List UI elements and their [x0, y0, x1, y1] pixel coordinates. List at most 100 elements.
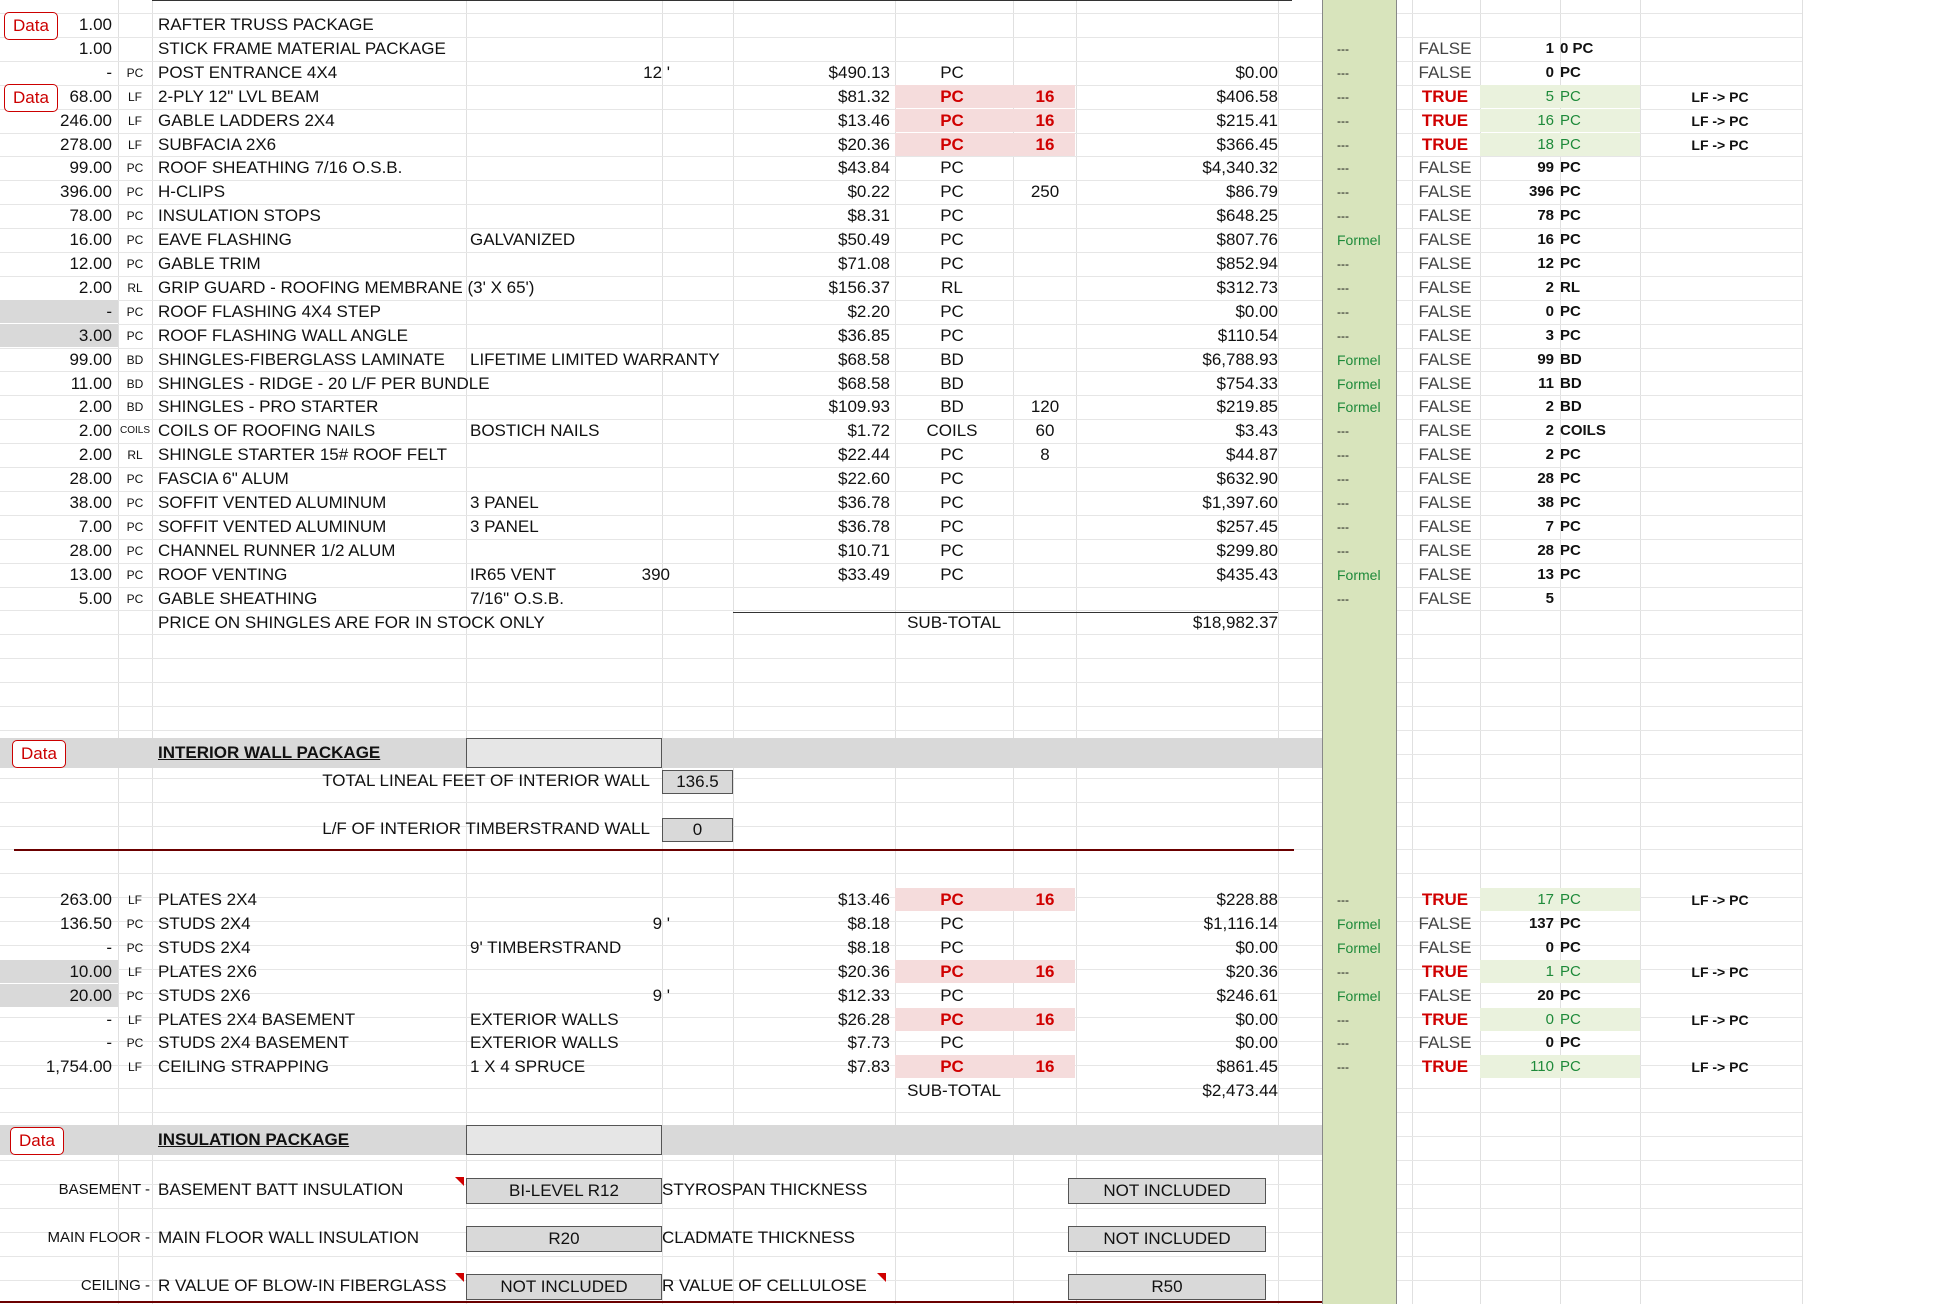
desc-cell[interactable]: SUBFACIA 2X6 — [158, 135, 277, 154]
qty-cell[interactable]: 99.00 — [69, 350, 112, 369]
note-cell: 1 X 4 SPRUCE — [470, 1057, 586, 1076]
desc-cell[interactable]: ROOF SHEATHING 7/16 O.S.B. — [158, 158, 403, 177]
unit-cell: LF — [127, 1013, 142, 1027]
flag-cell: --- — [1337, 472, 1349, 486]
data-button[interactable]: Data — [4, 12, 58, 40]
qty-cell[interactable]: 2.00 — [78, 397, 112, 416]
desc-cell[interactable]: RAFTER TRUSS PACKAGE — [158, 15, 374, 34]
cnt-cell: 2 — [1545, 422, 1554, 439]
timberstrand-value[interactable]: 0 — [662, 818, 733, 842]
desc-cell[interactable]: SHINGLES-FIBERGLASS LAMINATE — [158, 350, 445, 369]
desc-cell[interactable]: STUDS 2X4 BASEMENT — [158, 1033, 349, 1052]
data-button[interactable]: Data — [10, 1127, 64, 1155]
price-cell: $36.78 — [838, 517, 890, 536]
insulation-desc: BASEMENT BATT INSULATION — [158, 1180, 404, 1199]
qty-cell[interactable]: 7.00 — [78, 517, 112, 536]
qty-cell[interactable]: 68.00 — [69, 87, 112, 106]
qty-cell[interactable]: - — [106, 938, 112, 957]
qty-cell[interactable]: 11.00 — [70, 374, 112, 393]
qty-cell[interactable]: 20.00 — [69, 986, 112, 1005]
qty-cell[interactable]: 28.00 — [69, 469, 112, 488]
qty-cell[interactable]: 1.00 — [78, 15, 112, 34]
desc-cell[interactable]: PLATES 2X6 — [158, 962, 257, 981]
desc-cell[interactable]: STUDS 2X4 — [158, 938, 251, 957]
total-lf-value[interactable]: 136.5 — [662, 770, 733, 794]
uom-cell: BD — [940, 374, 964, 393]
qty-cell[interactable]: - — [106, 302, 112, 321]
qty-cell[interactable]: 136.50 — [60, 914, 112, 933]
desc-cell[interactable]: STUDS 2X4 — [158, 914, 251, 933]
qty-cell[interactable]: 99.00 — [69, 158, 112, 177]
desc-cell[interactable]: GABLE LADDERS 2X4 — [158, 111, 335, 130]
qty-cell[interactable]: 16.00 — [69, 230, 112, 249]
qty-cell[interactable]: 3.00 — [78, 326, 112, 345]
price-cell: $13.46 — [838, 890, 890, 909]
desc-cell[interactable]: SHINGLE STARTER 15# ROOF FELT — [158, 445, 448, 464]
insulation-value-select[interactable]: BI-LEVEL R12 — [466, 1178, 662, 1204]
data-button[interactable]: Data — [12, 740, 66, 768]
qty-cell[interactable]: 1.00 — [78, 39, 112, 58]
section-input-box[interactable] — [466, 738, 662, 768]
qty-cell[interactable]: 2.00 — [78, 445, 112, 464]
desc-cell[interactable]: PLATES 2X4 — [158, 890, 257, 909]
desc-cell[interactable]: EAVE FLASHING — [158, 230, 292, 249]
mult-cell: 16 — [1035, 962, 1055, 981]
desc-cell[interactable]: SOFFIT VENTED ALUMINUM — [158, 493, 387, 512]
desc-cell[interactable]: STICK FRAME MATERIAL PACKAGE — [158, 39, 446, 58]
qty-cell[interactable]: 10.00 — [69, 962, 112, 981]
uom-cell: PC — [940, 914, 964, 933]
desc-cell[interactable]: ROOF VENTING — [158, 565, 288, 584]
unit-cell: PC — [126, 472, 144, 486]
qty-cell[interactable]: 38.00 — [69, 493, 112, 512]
qty-cell[interactable]: - — [106, 1033, 112, 1052]
desc-cell[interactable]: INSULATION STOPS — [158, 206, 321, 225]
desc-cell[interactable]: POST ENTRANCE 4X4 — [158, 63, 338, 82]
desc-cell[interactable]: ROOF FLASHING 4X4 STEP — [158, 302, 381, 321]
section-input-box[interactable] — [466, 1125, 662, 1155]
insulation-value-select[interactable]: NOT INCLUDED — [466, 1274, 662, 1300]
qty-cell[interactable]: 2.00 — [78, 278, 112, 297]
desc-cell[interactable]: SHINGLES - RIDGE - 20 L/F PER BUNDLE — [158, 374, 490, 393]
desc-cell[interactable]: GABLE SHEATHING — [158, 589, 318, 608]
bool-cell: TRUE — [1421, 111, 1469, 130]
qty-cell[interactable]: 246.00 — [60, 111, 112, 130]
cnt-cell: 2 — [1545, 446, 1554, 463]
desc-cell[interactable]: GRIP GUARD - ROOFING MEMBRANE (3' X 65') — [158, 278, 535, 297]
desc-cell[interactable]: ROOF FLASHING WALL ANGLE — [158, 326, 409, 345]
desc-cell[interactable]: FASCIA 6" ALUM — [158, 469, 289, 488]
insulation-value-select[interactable]: R20 — [466, 1226, 662, 1252]
qty-cell[interactable]: 263.00 — [60, 890, 112, 909]
qty-cell[interactable]: 2.00 — [78, 421, 112, 440]
desc-cell[interactable]: SOFFIT VENTED ALUMINUM — [158, 517, 387, 536]
desc-cell[interactable]: CEILING STRAPPING — [158, 1057, 329, 1076]
qty-cell[interactable]: 278.00 — [60, 135, 112, 154]
qty-cell[interactable]: 5.00 — [78, 589, 112, 608]
cunit-cell: PC — [1560, 963, 1581, 980]
desc-cell[interactable]: STUDS 2X6 — [158, 986, 251, 1005]
qty-cell[interactable]: - — [106, 63, 112, 82]
unit-cell: BD — [126, 353, 144, 367]
desc-cell[interactable]: COILS OF ROOFING NAILS — [158, 421, 376, 440]
insulation-value2-select[interactable]: R50 — [1068, 1274, 1266, 1300]
insulation-value2-select[interactable]: NOT INCLUDED — [1068, 1226, 1266, 1252]
note-cell: 3 PANEL — [470, 517, 539, 536]
qty-cell[interactable]: 13.00 — [69, 565, 112, 584]
qty-cell[interactable]: 78.00 — [69, 206, 112, 225]
cunit-cell: PC — [1560, 136, 1581, 153]
qty-cell[interactable]: 396.00 — [60, 182, 112, 201]
desc-cell[interactable]: PLATES 2X4 BASEMENT — [158, 1010, 356, 1029]
desc-cell[interactable]: H-CLIPS — [158, 182, 226, 201]
qty-cell[interactable]: 12.00 — [69, 254, 112, 273]
data-button[interactable]: Data — [4, 84, 58, 112]
green-highlight — [1480, 888, 1640, 911]
qty-cell[interactable]: 28.00 — [69, 541, 112, 560]
desc-cell[interactable]: SHINGLES - PRO STARTER — [158, 397, 379, 416]
desc-cell[interactable]: GABLE TRIM — [158, 254, 261, 273]
insulation-value2-select[interactable]: NOT INCLUDED — [1068, 1178, 1266, 1204]
desc-cell[interactable]: CHANNEL RUNNER 1/2 ALUM — [158, 541, 396, 560]
conv-cell: LF -> PC — [1691, 964, 1749, 980]
qty-cell[interactable]: 1,754.00 — [45, 1057, 112, 1076]
section-title: INSULATION PACKAGE — [158, 1130, 350, 1149]
desc-cell[interactable]: 2-PLY 12" LVL BEAM — [158, 87, 320, 106]
qty-cell[interactable]: - — [106, 1010, 112, 1029]
